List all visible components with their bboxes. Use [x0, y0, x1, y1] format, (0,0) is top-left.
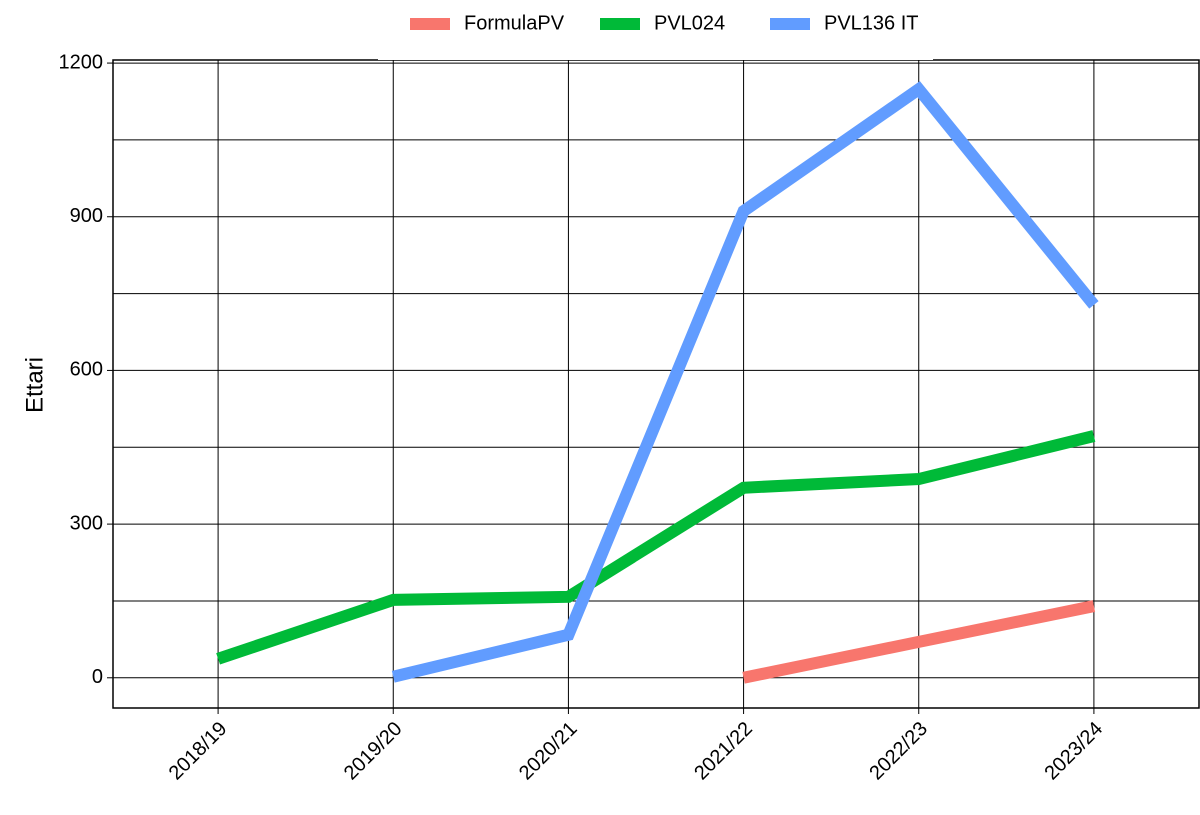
series-line — [742, 600, 1096, 684]
y-tick-label: 1200 — [59, 51, 104, 73]
plot-frame — [112, 59, 1200, 709]
legend-label: FormulaPV — [464, 12, 565, 34]
x-tick-label: 2019/20 — [340, 718, 407, 785]
x-tick-label: 2022/23 — [865, 718, 932, 785]
x-tick-label: 2018/19 — [165, 718, 232, 785]
y-tick-label: 600 — [70, 359, 103, 381]
x-tick-label: 2021/22 — [690, 718, 757, 785]
legend-label: PVL136 IT — [824, 12, 919, 34]
legend-label: PVL024 — [654, 12, 725, 34]
y-tick-label: 0 — [92, 666, 103, 688]
y-tick-label: 300 — [70, 512, 103, 534]
y-axis-label: Ettari — [21, 357, 48, 413]
series-line — [391, 81, 1099, 683]
legend-bg — [378, 2, 933, 60]
x-tick-label: 2020/21 — [515, 718, 582, 785]
y-tick-label: 900 — [70, 205, 103, 227]
series-line — [216, 430, 1096, 665]
x-tick-label: 2023/24 — [1040, 718, 1107, 785]
